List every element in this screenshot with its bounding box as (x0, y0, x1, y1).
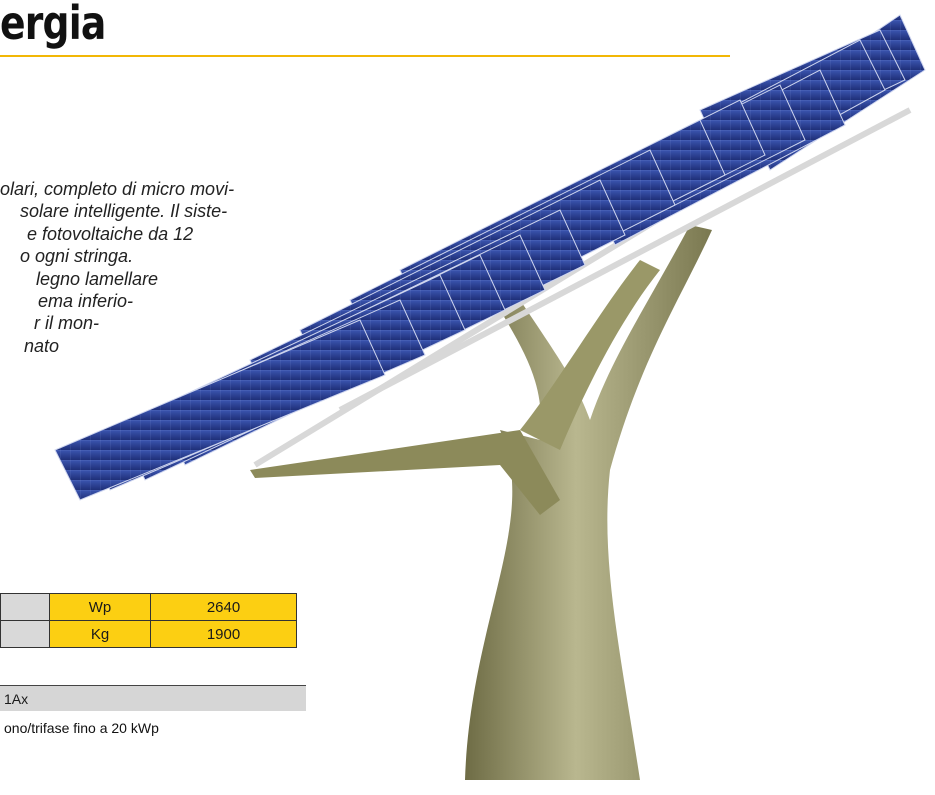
page-heading: ergia (0, 0, 106, 50)
spec-value: 2640 (150, 593, 297, 621)
description-line-6: ema inferio- (38, 291, 134, 312)
spec-label-cell (0, 593, 50, 621)
spec-label-cell (0, 620, 50, 648)
heading-rule (0, 55, 730, 57)
description-line-7: r il mon- (34, 313, 100, 334)
description-line-8: nato (24, 335, 60, 356)
description-line-5: legno lamellare (36, 268, 159, 289)
model-code: 1Ax (4, 691, 29, 707)
description-line-2: solare intelligente. Il siste- (20, 201, 228, 222)
spec-value: 1900 (150, 620, 297, 648)
inverter-note: ono/trifase fino a 20 kWp (4, 720, 159, 736)
spec-unit: Wp (49, 593, 151, 621)
spec-table: Wp 2640 Kg 1900 (0, 593, 297, 648)
table-row: Kg 1900 (0, 620, 297, 648)
description-line-1: olari, completo di micro movi- (0, 179, 235, 199)
tree-trunk (250, 225, 712, 780)
solar-panel-array (54, 14, 926, 501)
table-row: Wp 2640 (0, 593, 297, 621)
product-description: olari, completo di micro movi- solare in… (0, 178, 234, 357)
description-line-4: o ogni stringa. (20, 246, 134, 267)
description-line-3: e fotovoltaiche da 12 (27, 223, 194, 244)
model-bar: 1Ax (0, 685, 306, 711)
spec-unit: Kg (49, 620, 151, 648)
